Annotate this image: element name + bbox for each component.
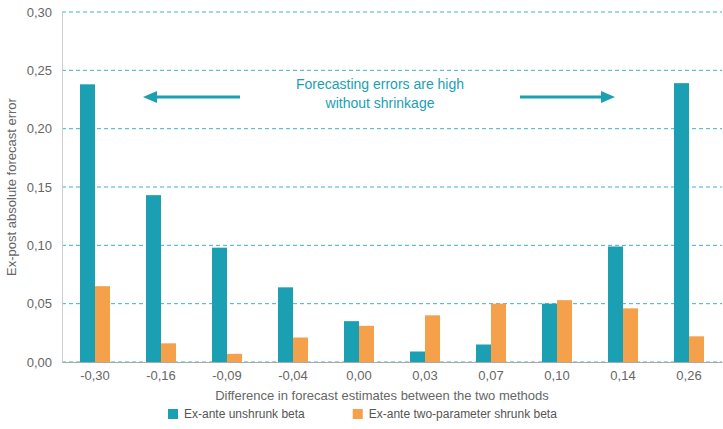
annotation: Forecasting errors are high without shrin… (143, 76, 615, 111)
y-tick-label: 0,15 (27, 180, 52, 195)
y-axis: 0,00 0,05 0,10 0,15 0,20 0,25 0,30 (27, 5, 63, 370)
bar (95, 286, 110, 362)
x-tick: 0,07 (478, 362, 503, 383)
x-tick-label: 0,10 (544, 368, 569, 383)
x-tick: -0,30 (80, 362, 110, 383)
x-tick-label: -0,09 (212, 368, 242, 383)
bar (344, 321, 359, 362)
x-axis-line (63, 362, 723, 363)
y-tick: 0,25 (27, 63, 62, 78)
x-tick-label: -0,16 (146, 368, 176, 383)
bar (623, 308, 638, 362)
x-tick-label: -0,04 (278, 368, 308, 383)
x-tick-label: 0,00 (346, 368, 371, 383)
x-tick-label: -0,30 (80, 368, 110, 383)
grid (62, 12, 722, 362)
bar (80, 84, 95, 362)
series (80, 83, 689, 362)
bar (491, 304, 506, 362)
chart: 0,000,050,100,150,200,250,30-0,30-0,16-0… (0, 0, 723, 429)
x-tick: -0,09 (212, 362, 242, 383)
arrow-shaft (520, 96, 603, 99)
bar (542, 304, 557, 362)
y-tick-label: 0,00 (27, 355, 52, 370)
arrow-head (601, 91, 615, 103)
y-tick-label: 0,30 (27, 5, 52, 20)
bar (212, 248, 227, 362)
bar (278, 287, 293, 362)
y-axis-title: Ex-post absolute forecast error (4, 97, 19, 275)
x-tick: 0,03 (412, 362, 437, 383)
y-tick: 0,15 (27, 180, 62, 195)
x-tick-label: 0,14 (610, 368, 635, 383)
bar (359, 326, 374, 362)
y-tick-label: 0,25 (27, 63, 52, 78)
x-tick: -0,16 (146, 362, 176, 383)
x-tick: 0,14 (610, 362, 635, 383)
legend-label: Ex-ante unshrunk beta (184, 407, 305, 421)
grid-line (62, 70, 722, 71)
y-tick: 0,00 (27, 355, 62, 370)
annotation-text: Forecasting errors are high (296, 76, 464, 92)
bar (425, 315, 440, 362)
x-axis: -0,30 -0,16 -0,09 -0,04 0,00 0,03 0,07 0,10 0,14… (63, 362, 723, 383)
y-tick: 0,05 (27, 296, 62, 311)
legend-swatch (353, 409, 363, 419)
bar (557, 300, 572, 362)
x-tick: -0,04 (278, 362, 308, 383)
grid-line (62, 187, 722, 188)
x-tick-label: 0,07 (478, 368, 503, 383)
bar (674, 83, 689, 362)
x-tick-label: 0,03 (412, 368, 437, 383)
x-tick-label: 0,26 (676, 368, 701, 383)
grid-line (62, 128, 722, 129)
bars (80, 83, 704, 362)
bar (476, 345, 491, 363)
x-axis-title: Difference in forecast estimates between… (215, 388, 549, 403)
arrow-shaft (155, 96, 240, 99)
bar (410, 352, 425, 363)
grid-line (62, 12, 722, 13)
annotation-text: without shrinkage (325, 95, 435, 111)
y-tick: 0,20 (27, 121, 62, 136)
bar (608, 247, 623, 363)
x-tick: 0,10 (544, 362, 569, 383)
legend-label: Ex-ante two-parameter shrunk beta (369, 407, 557, 421)
series (95, 286, 704, 362)
y-tick: 0,10 (27, 238, 62, 253)
bar (293, 338, 308, 363)
bar (689, 336, 704, 362)
bar (161, 343, 176, 362)
y-tick: 0,30 (27, 5, 62, 20)
y-tick-label: 0,05 (27, 296, 52, 311)
x-tick: 0,00 (346, 362, 371, 383)
bar (146, 195, 161, 362)
y-axis-line (62, 13, 63, 363)
legend-swatch (168, 409, 178, 419)
y-tick-label: 0,20 (27, 121, 52, 136)
y-tick-label: 0,10 (27, 238, 52, 253)
bar (227, 354, 242, 362)
legend: Ex-ante unshrunk beta Ex-ante two-paramet… (168, 407, 557, 421)
arrow-head (143, 91, 157, 103)
x-tick: 0,26 (676, 362, 701, 383)
